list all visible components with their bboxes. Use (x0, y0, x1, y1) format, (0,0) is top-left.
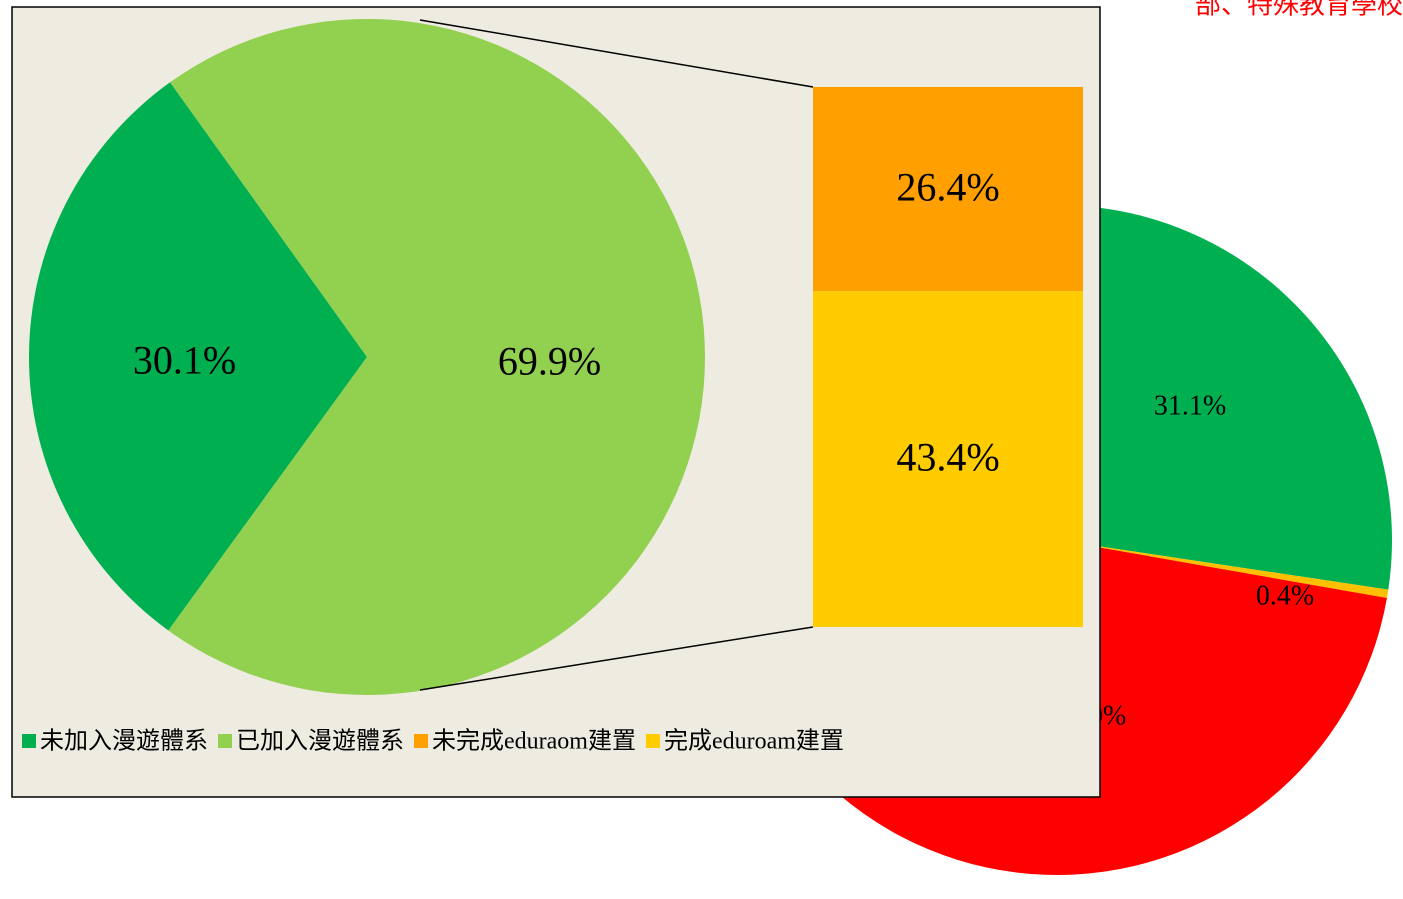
legend-label: 已加入漫遊體系 (236, 728, 404, 755)
connector (419, 19, 814, 88)
connector (419, 626, 814, 691)
legend-swatch (414, 734, 428, 748)
data-label: 31.1% (1154, 390, 1226, 421)
legend-label: 未完成eduraom建置 (432, 728, 636, 755)
data-label: 69.9% (498, 339, 601, 384)
bar-segment (813, 87, 1083, 292)
front-chart: 30.1% 69.9% 26.4% 43.4% 未加入漫遊體系 已加入漫遊體系 未完成edu… (11, 6, 1101, 798)
data-label: 26.4% (896, 164, 999, 209)
legend-swatch (22, 734, 36, 748)
legend-swatch (218, 734, 232, 748)
pie-slice (168, 19, 705, 696)
legend-swatch (645, 734, 660, 748)
pie-slice (1057, 540, 1389, 598)
data-label: 43.4% (896, 434, 999, 479)
document-text: 部、特殊教育學校 (1195, 0, 1403, 21)
legend-label: 完成eduroam建置 (664, 728, 844, 755)
bar-segment (813, 291, 1083, 627)
data-label: 30.1% (133, 338, 236, 383)
legend-label: 未加入漫遊體系 (40, 728, 208, 755)
pie-slice (28, 82, 368, 631)
data-label: 0.4% (1256, 580, 1314, 611)
